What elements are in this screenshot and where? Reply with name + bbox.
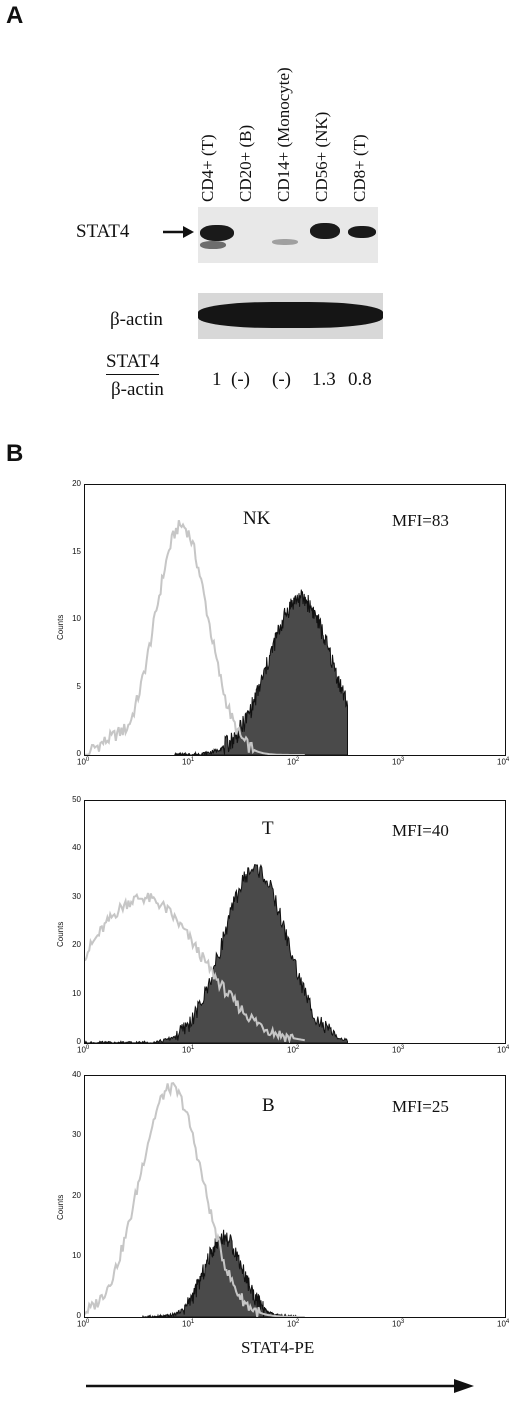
y-tick-label: 10 — [72, 614, 81, 623]
histogram-b — [84, 1075, 506, 1318]
y-tick-label: 10 — [72, 988, 81, 998]
stat4-band-cd4-lower — [200, 241, 226, 249]
actin-band — [198, 302, 383, 328]
panel-a-letter: A — [6, 2, 24, 29]
histogram-b-mfi: MFI=25 — [392, 1097, 449, 1116]
lane-label-cd4: CD4+ (T) — [198, 134, 217, 202]
x-tick-label: 102 — [287, 757, 300, 767]
histogram-b-counts-label: Counts — [56, 1194, 65, 1220]
x-axis-label: STAT4-PE — [241, 1338, 315, 1357]
ratio-value-cd4: 1 — [212, 369, 222, 390]
stained-histogram — [85, 863, 348, 1043]
ratio-value-cd14: (-) — [272, 369, 291, 390]
histogram-t — [84, 800, 506, 1044]
histogram-nk-plot — [85, 519, 348, 755]
histogram-t-counts-label: Counts — [56, 921, 65, 947]
x-tick-label: 100 — [77, 1045, 90, 1055]
stat4-blot — [198, 207, 378, 263]
x-tick-label: 103 — [392, 1045, 405, 1055]
y-tick-label: 30 — [72, 891, 81, 901]
histogram-nk — [84, 484, 506, 756]
lane-label-cd8: CD8+ (T) — [350, 134, 369, 202]
y-tick-label: 50 — [72, 795, 81, 804]
stat4-band-cd56 — [310, 223, 340, 239]
histogram-b-cell-label: B — [262, 1095, 275, 1116]
stained-histogram — [174, 589, 348, 755]
x-tick-label: 101 — [182, 1045, 195, 1055]
y-tick-label: 30 — [72, 1130, 81, 1140]
isotype-histogram — [85, 892, 305, 1043]
stat4-band-cd14 — [272, 239, 298, 245]
y-tick-label: 10 — [72, 1250, 81, 1260]
stat4-band-cd8 — [348, 226, 376, 238]
y-tick-label: 0 — [76, 1311, 81, 1320]
lane-label-cd56: CD56+ (NK) — [312, 111, 331, 202]
x-tick-label: 102 — [287, 1045, 300, 1055]
stained-histogram — [142, 1229, 301, 1317]
x-tick-label: 104 — [497, 1319, 510, 1329]
y-tick-label: 20 — [72, 479, 81, 488]
x-tick-label: 101 — [182, 757, 195, 767]
histogram-nk-cell-label: NK — [243, 508, 271, 529]
actin-blot — [198, 293, 383, 339]
x-tick-label: 100 — [77, 757, 90, 767]
x-axis-arrow-icon — [86, 1379, 474, 1393]
histogram-nk-counts-label: Counts — [56, 614, 65, 640]
actin-label: β-actin — [110, 309, 163, 330]
histogram-t-mfi: MFI=40 — [392, 821, 449, 840]
ratio-value-cd56: 1.3 — [312, 369, 336, 390]
stat4-arrow-icon — [163, 226, 194, 238]
ratio-denominator: β-actin — [111, 379, 164, 400]
x-tick-label: 104 — [497, 757, 510, 767]
y-tick-label: 40 — [72, 1070, 81, 1079]
histogram-nk-mfi: MFI=83 — [392, 511, 449, 530]
y-tick-label: 40 — [72, 843, 81, 853]
y-tick-label: 0 — [76, 749, 81, 758]
histogram-t-cell-label: T — [262, 818, 274, 839]
histogram-b-plot — [85, 1081, 305, 1317]
panel-b-letter: B — [6, 440, 24, 467]
y-tick-label: 5 — [76, 681, 81, 691]
ratio-value-cd20: (-) — [231, 369, 250, 390]
ratio-value-cd8: 0.8 — [348, 369, 372, 390]
x-tick-label: 100 — [77, 1319, 90, 1329]
y-tick-label: 20 — [72, 1190, 81, 1200]
histogram-t-plot — [85, 863, 348, 1043]
x-tick-label: 103 — [392, 757, 405, 767]
y-tick-label: 15 — [72, 546, 81, 556]
isotype-histogram — [85, 519, 305, 755]
stat4-label: STAT4 — [76, 221, 130, 242]
ratio-numerator: STAT4 — [106, 351, 160, 375]
stat4-band-cd4 — [200, 225, 234, 241]
x-tick-label: 102 — [287, 1319, 300, 1329]
y-tick-label: 20 — [72, 940, 81, 950]
lane-label-cd14: CD14+ (Monocyte) — [274, 67, 293, 202]
isotype-histogram — [85, 1081, 305, 1317]
x-tick-label: 101 — [182, 1319, 195, 1329]
y-tick-label: 0 — [76, 1037, 81, 1046]
x-tick-label: 104 — [497, 1045, 510, 1055]
x-tick-label: 103 — [392, 1319, 405, 1329]
lane-label-cd20: CD20+ (B) — [236, 124, 255, 202]
